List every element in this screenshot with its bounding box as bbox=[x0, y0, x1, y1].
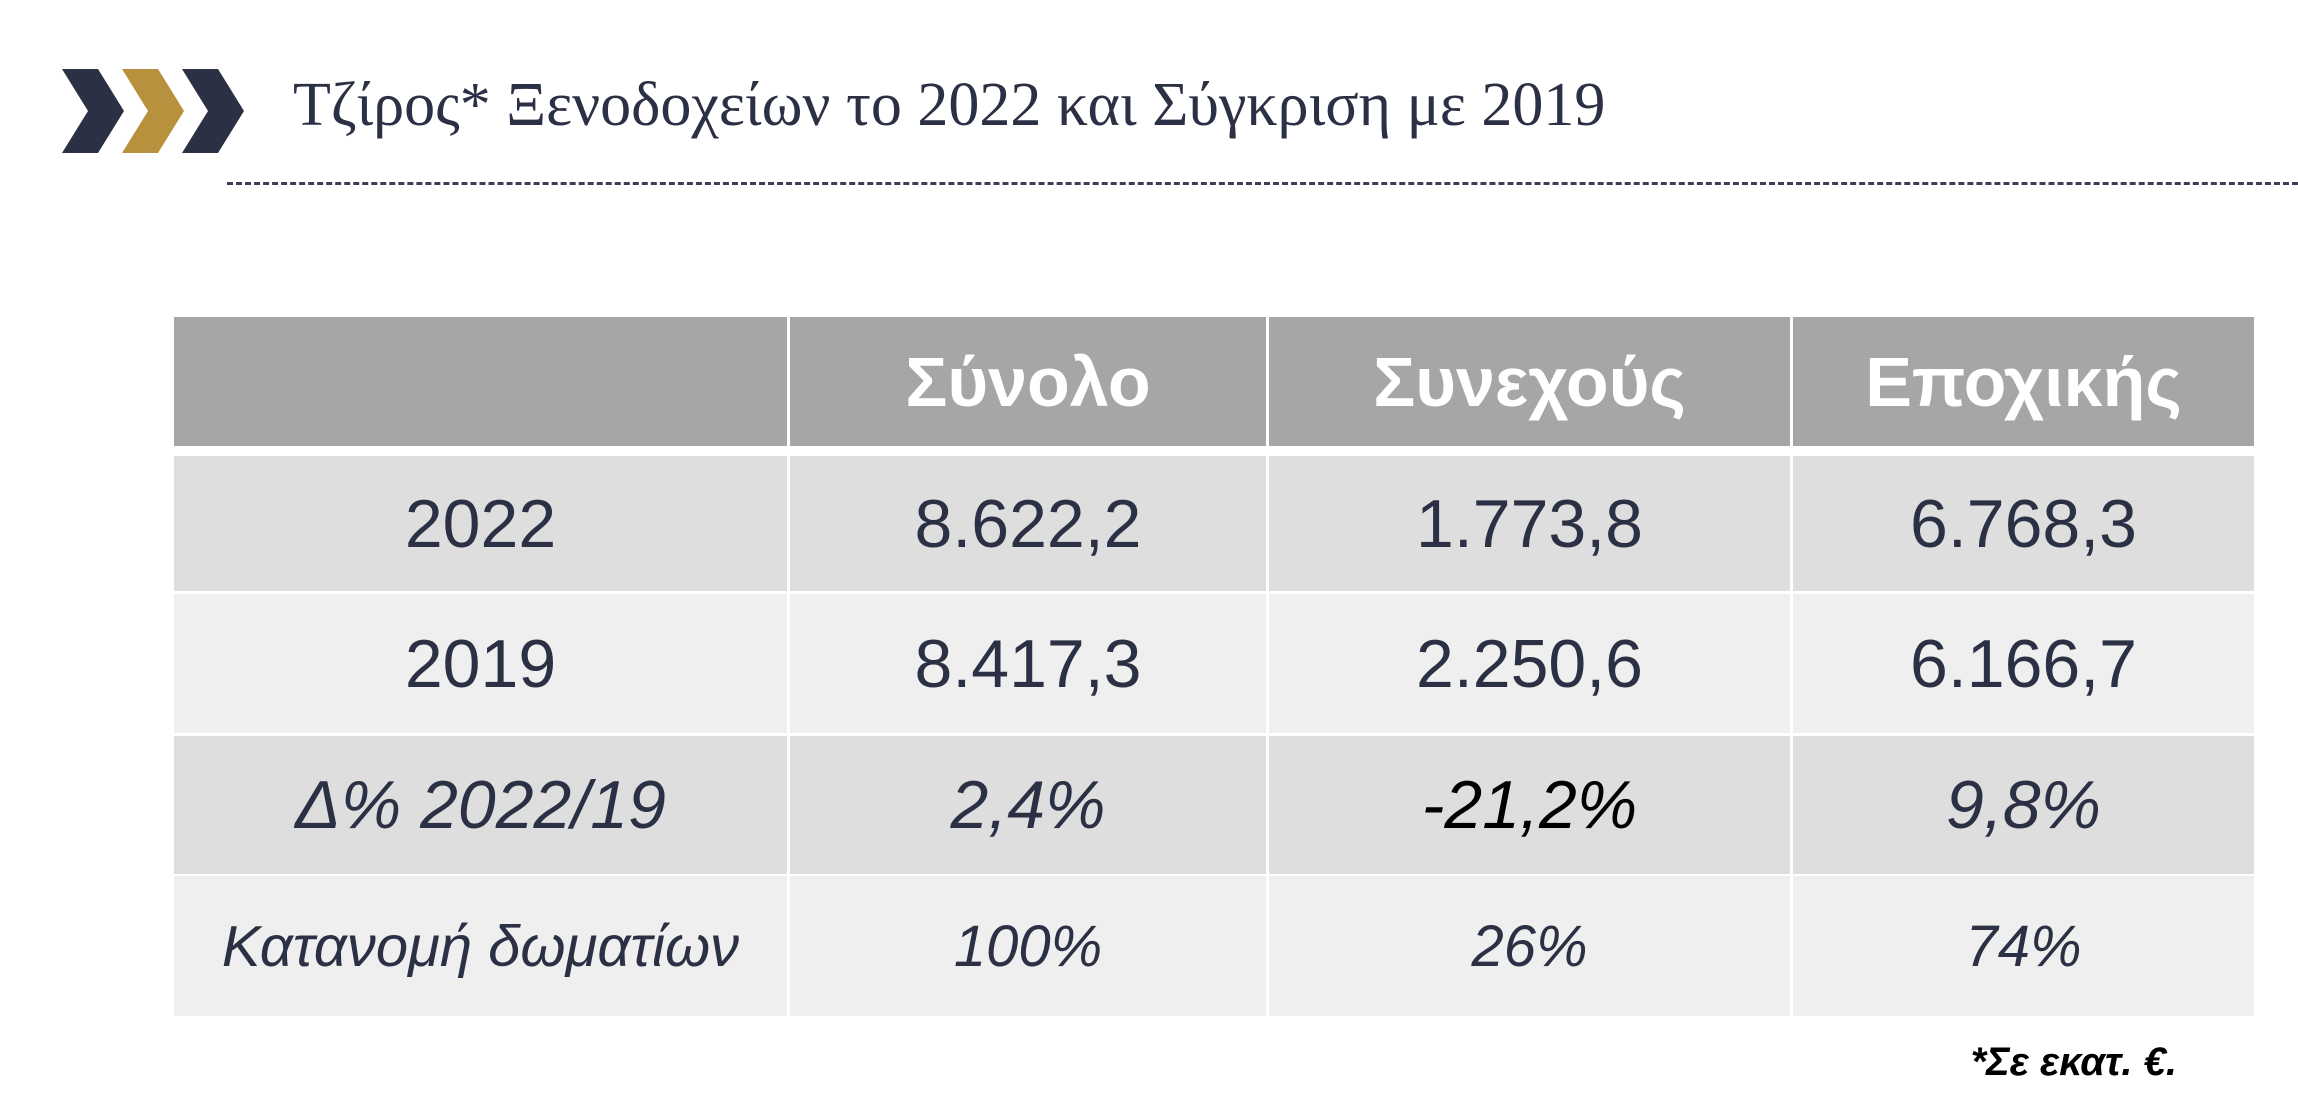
header-cell: Συνεχούς bbox=[1269, 317, 1790, 446]
footnote: *Σε εκατ. €. bbox=[1970, 1040, 2177, 1084]
table-cell: 74% bbox=[1793, 876, 2254, 1016]
table-cell: 8.417,3 bbox=[790, 594, 1266, 733]
table-cell: 1.773,8 bbox=[1269, 456, 1790, 591]
table-cell: 2.250,6 bbox=[1269, 594, 1790, 733]
table-cell: Δ% 2022/19 bbox=[174, 736, 787, 874]
table-cell: 9,8% bbox=[1793, 736, 2254, 874]
table-cell: 2019 bbox=[174, 594, 787, 733]
chevron-icon bbox=[62, 69, 244, 153]
title: Τζίρος* Ξενοδοχείων το 2022 και Σύγκριση… bbox=[293, 71, 1606, 139]
table-cell: 6.768,3 bbox=[1793, 456, 2254, 591]
table-cell: 8.622,2 bbox=[790, 456, 1266, 591]
header-cell bbox=[174, 317, 787, 446]
table-cell: 2,4% bbox=[790, 736, 1266, 874]
divider bbox=[227, 182, 2298, 185]
table-cell: 2022 bbox=[174, 456, 787, 591]
table-cell: 26% bbox=[1269, 876, 1790, 1016]
table-cell: Κατανομή δωματίων bbox=[174, 876, 787, 1016]
header-cell: Εποχικής bbox=[1793, 317, 2254, 446]
header-cell: Σύνολο bbox=[790, 317, 1266, 446]
table-cell: 6.166,7 bbox=[1793, 594, 2254, 733]
table-cell: -21,2% bbox=[1269, 736, 1790, 874]
table-cell: 100% bbox=[790, 876, 1266, 1016]
